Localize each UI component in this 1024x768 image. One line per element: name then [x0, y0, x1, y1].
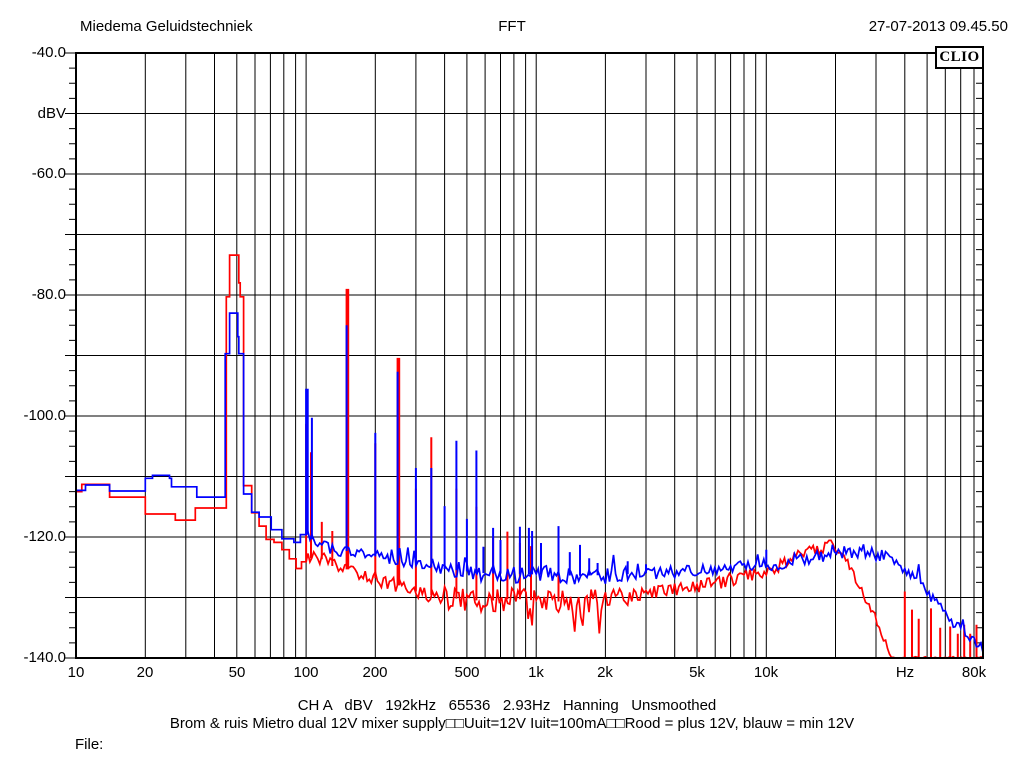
header-datetime: 27-07-2013 09.45.50: [868, 18, 1008, 35]
x-axis-tick-label: 5k: [689, 664, 705, 681]
y-axis-unit-label: dBV: [37, 105, 66, 122]
plot-border: [75, 52, 984, 659]
x-axis-tick-label: 100: [293, 664, 319, 681]
trace-floor: [76, 312, 983, 653]
x-axis-tick-label: 20: [136, 664, 154, 681]
x-axis-tick-label: 1k: [528, 664, 544, 681]
measurement-settings-line: CH A dBV 192kHz 65536 2.93Hz Hanning Uns…: [297, 697, 717, 714]
trace-spikes: [305, 325, 768, 576]
grid-lines: [76, 53, 983, 658]
y-axis-tick-label: -40.0: [31, 44, 66, 61]
x-axis-tick-label: 200: [362, 664, 388, 681]
y-axis-tick-label: -120.0: [23, 528, 66, 545]
file-label: File:: [75, 736, 104, 753]
x-axis-tick-label: 10k: [753, 664, 779, 681]
x-axis-unit-label: Hz: [895, 664, 915, 681]
x-axis-tick-label: 500: [454, 664, 480, 681]
header-measurement-type: FFT: [498, 18, 526, 35]
trace-blue: [76, 312, 983, 653]
y-axis-tick-label: -80.0: [31, 286, 66, 303]
x-axis-tick-label: 80k: [961, 664, 987, 681]
y-axis-tick-label: -140.0: [23, 649, 66, 666]
axis-minor-ticks: [65, 52, 983, 659]
measurement-caption: Brom & ruis Mietro dual 12V mixer supply…: [169, 715, 855, 732]
clio-logo: CLIO: [935, 46, 984, 69]
x-axis-tick-label: 2k: [597, 664, 613, 681]
x-axis-tick-label: 10: [67, 664, 85, 681]
header-company: Miedema Geluidstechniek: [80, 18, 253, 35]
x-axis-tick-label: 50: [228, 664, 246, 681]
y-axis-tick-label: -60.0: [31, 165, 66, 182]
y-axis-tick-label: -100.0: [23, 407, 66, 424]
